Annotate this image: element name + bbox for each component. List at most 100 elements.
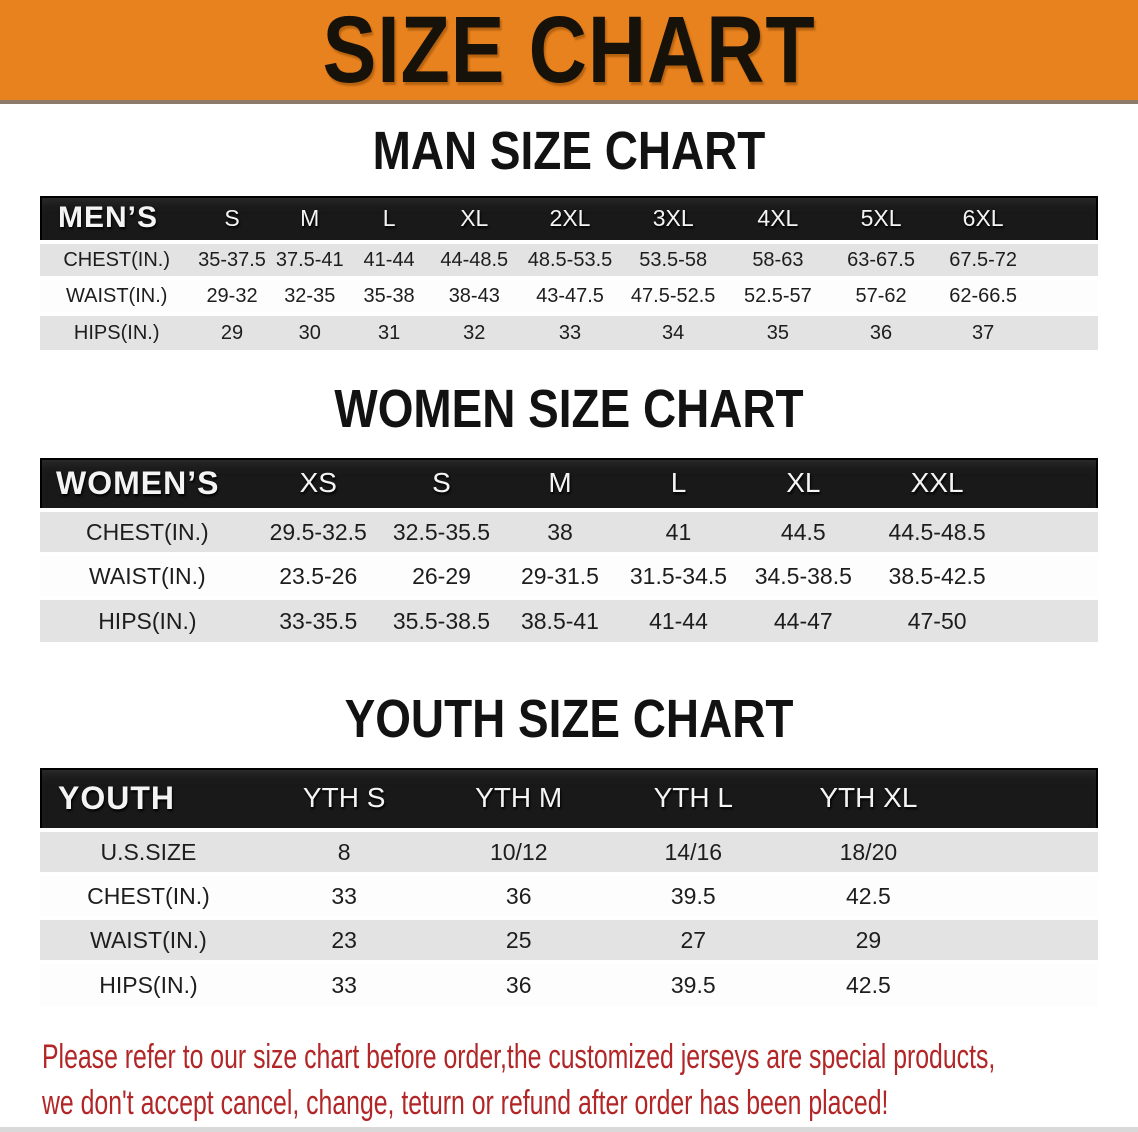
cell: 29-32 [206,284,258,307]
table-row: CHEST(IN.) 29.5-32.5 32.5-35.5 38 41 44.… [40,510,1098,554]
cell: 53.5-58 [639,248,708,271]
youth-header-row: YOUTH YTH S YTH M YTH L YTH XL [40,768,1098,830]
table-row: HIPS(IN.) 33 36 39.5 42.5 [40,962,1098,1006]
cell: 52.5-57 [743,284,812,307]
col-header: YTH S [302,782,386,813]
cell: 33 [558,321,582,344]
cell: 35-37.5 [198,248,266,271]
disclaimer: Please refer to our size chart before or… [0,1034,1138,1126]
cell: 18/20 [839,838,898,865]
col-header: 5XL [860,204,902,231]
table-row: WAIST(IN.) 23 25 27 29 [40,918,1098,962]
cell: 33-35.5 [279,607,358,634]
col-header: S [432,467,451,498]
cell: 31 [377,321,401,344]
cell: 34.5-38.5 [754,562,852,589]
youth-size-table: YOUTH YTH S YTH M YTH L YTH XL U.S.SIZE … [40,768,1098,1006]
cell: 43-47.5 [536,284,604,307]
women-table-label: WOMEN’S [56,464,220,501]
cell: 34 [662,321,685,344]
table-row: U.S.SIZE 8 10/12 14/16 18/20 [40,830,1098,874]
col-header: YTH M [475,782,563,813]
cell: 36 [505,882,532,909]
spacer-cell [1006,458,1098,510]
cell: 27 [680,926,707,953]
cell: 67.5-72 [949,248,1018,271]
col-header: XL [786,467,821,498]
col-header: YTH L [653,782,733,813]
row-label: HIPS(IN.) [73,321,160,344]
cell: 29.5-32.5 [269,518,367,545]
cell: 48.5-53.5 [527,248,613,271]
cell: 47-50 [907,607,967,634]
cell: 57-62 [855,284,907,307]
cell: 41-44 [363,248,415,271]
row-label: WAIST(IN.) [89,562,206,589]
row-label: CHEST(IN.) [86,518,209,545]
table-row: WAIST(IN.) 29-32 32-35 35-38 38-43 43-47… [40,278,1098,314]
cell: 44-47 [773,607,833,634]
cell: 8 [337,838,351,865]
row-label: WAIST(IN.) [65,284,168,307]
spacer-cell [1006,598,1098,642]
cell: 35.5-38.5 [392,607,491,634]
cell: 31.5-34.5 [629,562,728,589]
men-section-heading-text: MAN SIZE CHART [372,121,766,181]
cell: 44.5-48.5 [888,518,986,545]
row-label: CHEST(IN.) [87,882,210,909]
cell: 63-67.5 [847,248,915,271]
spacer-cell [956,768,1098,830]
cell: 41 [665,518,692,545]
table-row: HIPS(IN.) 29 30 31 32 33 34 35 36 37 [40,314,1098,350]
row-label: HIPS(IN.) [99,971,198,998]
cell: 26-29 [412,562,471,589]
cell: 37.5-41 [275,248,344,271]
men-table-label: MEN’S [58,201,159,234]
men-size-table: MEN’S S M L XL 2XL 3XL 4XL 5XL 6XL CHEST… [40,196,1098,350]
banner: SIZE CHART [0,0,1138,104]
cell: 32 [463,321,486,344]
cell: 38.5-42.5 [888,562,986,589]
cell: 14/16 [664,838,723,865]
women-section-heading-text: WOMEN SIZE CHART [334,379,804,439]
spacer-cell [1034,242,1098,278]
youth-table-label: YOUTH [58,779,175,816]
page-title: SIZE CHART [322,0,816,103]
cell: 29 [220,321,244,344]
col-header: L [382,204,396,231]
cell: 44.5 [780,518,826,545]
col-header: 4XL [757,204,799,231]
cell: 25 [505,926,532,953]
spacer-cell [956,874,1098,918]
cell: 41-44 [649,607,708,634]
col-header: 2XL [549,204,591,231]
table-row: CHEST(IN.) 35-37.5 37.5-41 41-44 44-48.5… [40,242,1098,278]
cell: 10/12 [489,838,548,865]
col-header: 3XL [652,204,694,231]
col-header: S [224,204,240,231]
cell: 36 [869,321,893,344]
col-header: M [300,204,320,231]
cell: 39.5 [670,882,716,909]
women-header-row: WOMEN’S XS S M L XL XXL [40,458,1098,510]
spacer-cell [1006,554,1098,598]
col-header: XXL [910,467,964,498]
cell: 29 [855,926,882,953]
spacer-cell [1034,278,1098,314]
col-header: XS [299,467,337,498]
col-header: M [548,467,572,498]
cell: 29-31.5 [520,562,599,589]
cell: 62-66.5 [949,284,1018,307]
spacer-cell [956,830,1098,874]
disclaimer-line-1: Please refer to our size chart before or… [42,1038,996,1076]
cell: 38.5-41 [520,607,599,634]
row-label: CHEST(IN.) [63,248,171,271]
cell: 30 [298,321,321,344]
cell: 38 [547,518,573,545]
cell: 32.5-35.5 [392,518,491,545]
spacer-cell [1034,196,1098,242]
youth-section-heading-text: YOUTH SIZE CHART [344,689,794,749]
cell: 23.5-26 [279,562,358,589]
men-header-row: MEN’S S M L XL 2XL 3XL 4XL 5XL 6XL [40,196,1098,242]
